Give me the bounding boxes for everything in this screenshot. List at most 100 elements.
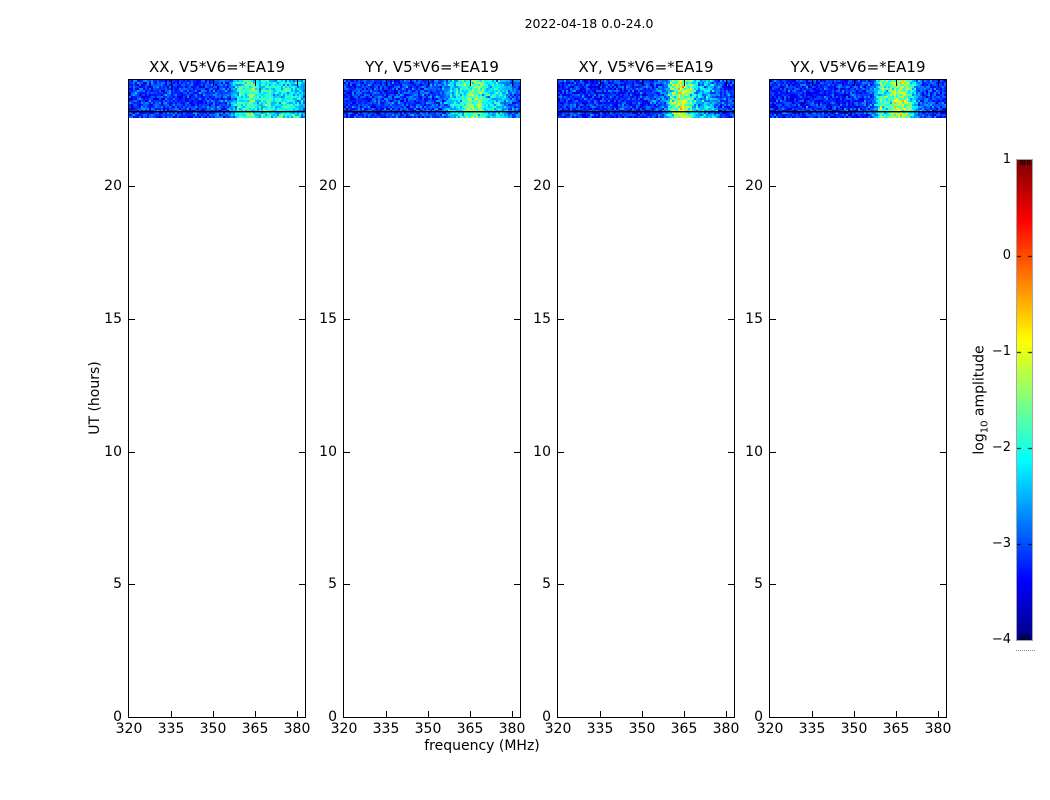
- colorbar-tick-label: −2: [991, 440, 1011, 455]
- axis-tick: [854, 80, 855, 86]
- x-tick-label: 380: [498, 721, 526, 737]
- panel-yy: [343, 79, 521, 718]
- axis-tick: [728, 452, 734, 453]
- x-tick-label: 350: [628, 721, 656, 737]
- axis-tick: [514, 584, 520, 585]
- y-tick-label: 10: [319, 444, 337, 460]
- y-tick-label: 20: [745, 178, 763, 194]
- axis-tick: [514, 186, 520, 187]
- y-tick-label: 15: [104, 311, 122, 327]
- axis-tick: [600, 80, 601, 86]
- axis-tick: [558, 452, 564, 453]
- axis-tick: [938, 80, 939, 86]
- axis-tick: [512, 711, 513, 717]
- axis-tick: [512, 80, 513, 86]
- y-tick-label: 5: [113, 576, 122, 592]
- panel-xy: [557, 79, 735, 718]
- axis-tick: [854, 711, 855, 717]
- axis-tick: [896, 80, 897, 86]
- x-tick-label: 335: [586, 721, 614, 737]
- spectrogram-band: [344, 80, 520, 118]
- axis-tick: [940, 452, 946, 453]
- x-tick-label: 335: [157, 721, 185, 737]
- y-tick-label: 0: [754, 709, 763, 725]
- axis-tick: [558, 584, 564, 585]
- figure-title: 2022-04-18 0.0-24.0: [524, 16, 654, 31]
- axis-tick: [255, 80, 256, 86]
- axis-tick: [938, 711, 939, 717]
- y-tick-label: 15: [319, 311, 337, 327]
- panel-title-xx: XX, V5*V6=*EA19: [148, 58, 286, 76]
- axis-tick: [344, 319, 350, 320]
- y-tick-label: 15: [533, 311, 551, 327]
- axis-tick: [299, 319, 305, 320]
- x-tick-label: 350: [840, 721, 868, 737]
- y-tick-label: 5: [754, 576, 763, 592]
- y-tick-label: 0: [328, 709, 337, 725]
- x-tick-label: 335: [798, 721, 826, 737]
- axis-tick: [299, 186, 305, 187]
- axis-tick: [386, 711, 387, 717]
- axis-tick: [299, 452, 305, 453]
- axis-tick: [600, 711, 601, 717]
- axis-tick: [558, 186, 564, 187]
- axis-tick: [642, 711, 643, 717]
- axis-tick: [940, 186, 946, 187]
- panel-title-yx: YX, V5*V6=*EA19: [790, 58, 926, 76]
- axis-tick: [213, 80, 214, 86]
- axis-tick: [812, 711, 813, 717]
- colorbar-tick-label: −1: [991, 344, 1011, 359]
- axis-tick: [470, 80, 471, 86]
- axis-tick: [940, 584, 946, 585]
- colorbar: [1016, 159, 1033, 641]
- colorbar-tick-label: −4: [991, 632, 1011, 647]
- axis-tick: [770, 186, 776, 187]
- axis-tick: [428, 711, 429, 717]
- axis-tick: [726, 711, 727, 717]
- axis-tick: [514, 319, 520, 320]
- panel-xx: [128, 79, 306, 718]
- axis-tick: [770, 584, 776, 585]
- axis-tick: [129, 452, 135, 453]
- y-tick-label: 20: [319, 178, 337, 194]
- axis-tick: [344, 186, 350, 187]
- colorbar-label: log10 amplitude: [971, 345, 991, 455]
- spectrogram-band: [558, 80, 734, 118]
- colorbar-tick-label: 0: [1002, 248, 1011, 263]
- x-axis-label: frequency (MHz): [424, 738, 540, 754]
- y-tick-label: 10: [745, 444, 763, 460]
- axis-tick: [344, 452, 350, 453]
- y-tick-label: 10: [533, 444, 551, 460]
- axis-tick: [940, 319, 946, 320]
- axis-tick: [255, 711, 256, 717]
- x-tick-label: 365: [456, 721, 484, 737]
- y-tick-label: 5: [542, 576, 551, 592]
- axis-tick: [428, 80, 429, 86]
- axis-tick: [299, 584, 305, 585]
- axis-tick: [896, 711, 897, 717]
- y-tick-label: 20: [533, 178, 551, 194]
- colorbar-dotted-line: [1016, 650, 1035, 651]
- panel-title-yy: YY, V5*V6=*EA19: [365, 58, 499, 76]
- axis-tick: [770, 452, 776, 453]
- axis-tick: [726, 80, 727, 86]
- spectrogram-band: [129, 80, 305, 118]
- colorbar-tick-label: 1: [1002, 152, 1011, 167]
- axis-tick: [129, 584, 135, 585]
- colorbar-gradient: [1017, 160, 1032, 640]
- y-tick-label: 10: [104, 444, 122, 460]
- axis-tick: [728, 319, 734, 320]
- x-tick-label: 380: [283, 721, 311, 737]
- x-tick-label: 320: [544, 721, 572, 737]
- axis-tick: [728, 584, 734, 585]
- axis-tick: [558, 319, 564, 320]
- y-tick-label: 0: [113, 709, 122, 725]
- axis-tick: [297, 711, 298, 717]
- y-axis-label: UT (hours): [87, 361, 103, 435]
- axis-tick: [684, 80, 685, 86]
- axis-tick: [344, 584, 350, 585]
- x-tick-label: 380: [712, 721, 740, 737]
- x-tick-label: 365: [882, 721, 910, 737]
- axis-tick: [470, 711, 471, 717]
